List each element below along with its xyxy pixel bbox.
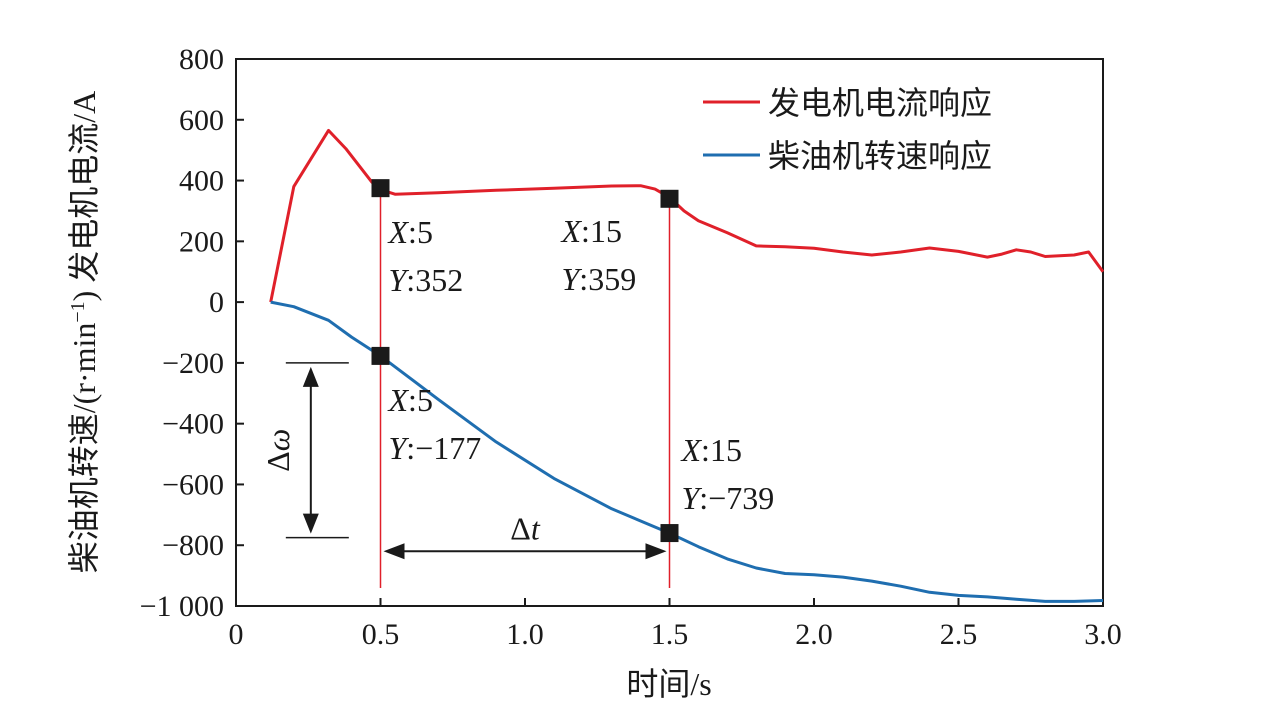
- marker-reference-lines: [379, 188, 671, 588]
- marker-annotation: X:15: [560, 213, 622, 249]
- data-markers: [371, 179, 679, 543]
- delta-t-label: Δt: [510, 510, 541, 546]
- data-marker: [660, 189, 679, 208]
- marker-annotation: Y:−739: [682, 480, 775, 516]
- y-axis-title-text: 柴油机转速/(r·min−1) 发电机电流/A: [66, 91, 102, 574]
- series-lines: [269, 128, 1105, 603]
- y-tick-label: 600: [179, 104, 224, 137]
- data-marker: [660, 524, 679, 543]
- y-tick-label: −800: [162, 529, 224, 562]
- x-tick-label: 2.0: [795, 618, 833, 651]
- legend: 发电机电流响应 柴油机转速响应: [703, 85, 992, 174]
- x-tick-label: 2.5: [940, 618, 978, 651]
- arrow-head-icon: [383, 543, 405, 560]
- arrow-head-icon: [302, 366, 319, 387]
- arrow-head-icon: [302, 513, 319, 534]
- marker-annotation: X:5: [387, 382, 433, 418]
- marker-annotations: X:5 Y:352 X:15 Y:359 X:5 Y:−177 X:15 Y:−739: [387, 213, 775, 516]
- y-tick-label: 0: [209, 286, 224, 319]
- y-tick-label: 800: [179, 43, 224, 76]
- y-tick-label: −600: [162, 468, 224, 501]
- x-tick-label: 0.5: [362, 618, 400, 651]
- x-tick-label: 1.0: [506, 618, 544, 651]
- x-axis-ticks: 0 0.5 1.0 1.5 2.0 2.5 3.0: [229, 598, 1122, 651]
- x-axis-title: 时间/s: [626, 666, 711, 702]
- y-tick-label: 200: [179, 225, 224, 258]
- delta-annotations: Δω Δt: [260, 362, 667, 560]
- marker-annotation: Y:359: [562, 261, 637, 297]
- y-tick-label: −1 000: [140, 590, 224, 623]
- delta-omega-label: Δω: [260, 429, 296, 472]
- arrow-head-icon: [645, 543, 667, 560]
- y-tick-label: −200: [162, 347, 224, 380]
- y-axis-title: 柴油机转速/(r·min−1) 发电机电流/A: [66, 91, 102, 574]
- marker-annotation: Y:352: [389, 262, 464, 298]
- marker-annotation: Y:−177: [389, 430, 482, 466]
- y-tick-label: 400: [179, 165, 224, 198]
- data-marker: [371, 346, 390, 365]
- y-tick-label: −400: [162, 408, 224, 441]
- marker-annotation: X:15: [680, 432, 742, 468]
- x-tick-label: 3.0: [1084, 618, 1122, 651]
- x-tick-label: 1.5: [651, 618, 689, 651]
- data-marker: [371, 179, 390, 198]
- legend-label-current: 发电机电流响应: [768, 85, 992, 121]
- marker-annotation: X:5: [387, 214, 433, 250]
- legend-label-speed: 柴油机转速响应: [768, 138, 992, 174]
- y-axis-ticks: 800 600 400 200 0 −200 −400 −600 −800 −1 000: [140, 43, 244, 623]
- x-tick-label: 0: [229, 618, 244, 651]
